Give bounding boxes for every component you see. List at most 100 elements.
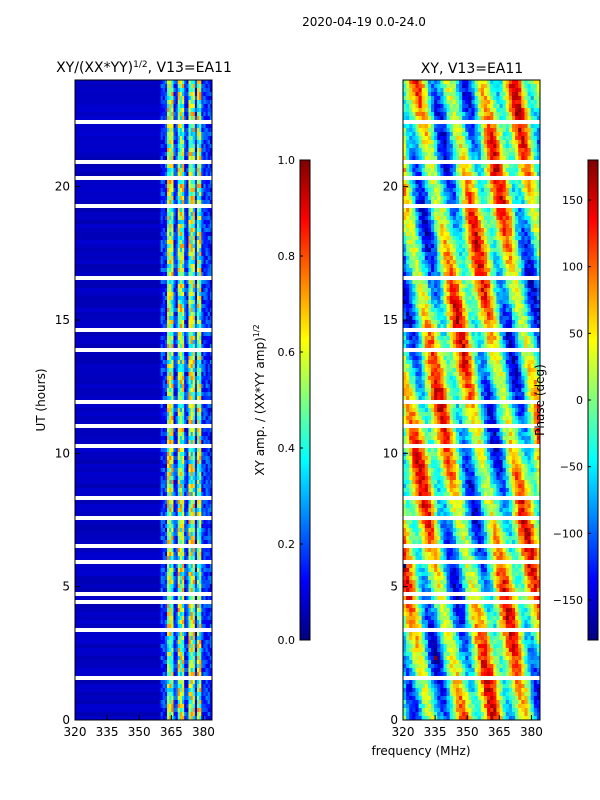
amp-cell bbox=[205, 436, 209, 441]
phase-cell bbox=[518, 116, 522, 121]
amp-cell bbox=[184, 372, 187, 377]
phase-cell bbox=[403, 164, 407, 169]
amp-cell bbox=[173, 428, 177, 433]
phase-cell bbox=[508, 140, 513, 145]
phase-cell bbox=[493, 140, 497, 145]
phase-cell bbox=[480, 196, 485, 201]
amp-cell bbox=[173, 640, 177, 645]
amp-cell bbox=[188, 228, 191, 233]
amp-cell bbox=[175, 428, 179, 433]
amp-cell bbox=[179, 312, 183, 317]
amp-cell bbox=[167, 180, 170, 185]
phase-cell bbox=[530, 80, 535, 85]
phase-cell bbox=[493, 168, 497, 173]
amp-cell bbox=[186, 232, 189, 237]
phase-cell bbox=[462, 212, 466, 217]
phase-cell bbox=[459, 128, 463, 133]
amp-cell bbox=[177, 484, 181, 489]
phase-cell bbox=[427, 116, 432, 121]
phase-cell bbox=[499, 184, 504, 189]
amp-cell bbox=[186, 360, 189, 365]
phase-cell bbox=[415, 124, 419, 129]
amp-cell bbox=[194, 568, 198, 573]
amp-cell bbox=[201, 368, 204, 373]
amp-cell bbox=[201, 80, 204, 85]
amp-cell bbox=[203, 492, 206, 497]
phase-cell bbox=[403, 196, 407, 201]
amp-cell bbox=[186, 128, 189, 133]
amp-cell bbox=[169, 492, 172, 497]
amp-cell bbox=[160, 476, 164, 481]
amp-cell bbox=[162, 648, 166, 653]
phase-cell bbox=[415, 188, 419, 193]
phase-cell bbox=[511, 124, 516, 129]
phase-cell bbox=[415, 164, 419, 169]
amp-cell bbox=[188, 492, 191, 497]
phase-cell bbox=[477, 140, 482, 145]
amp-cell bbox=[201, 700, 204, 705]
amp-cell bbox=[162, 640, 166, 645]
amp-cell bbox=[177, 456, 181, 461]
amp-cell bbox=[209, 388, 213, 393]
phase-cell bbox=[462, 140, 466, 145]
amp-cell bbox=[171, 112, 174, 117]
phase-cell bbox=[424, 220, 429, 225]
phase-cell bbox=[418, 192, 423, 197]
phase-panel-title: XY, V13=EA11 bbox=[421, 61, 523, 77]
amp-cell bbox=[188, 596, 191, 601]
amp-cell bbox=[194, 652, 198, 657]
amp-cell bbox=[167, 568, 170, 573]
amp-cell bbox=[201, 360, 204, 365]
amp-cell bbox=[184, 636, 187, 641]
phase-cell bbox=[471, 212, 476, 217]
amp-cell bbox=[179, 420, 183, 425]
amp-cell bbox=[203, 140, 206, 145]
amp-cell bbox=[171, 172, 174, 177]
amp-cell bbox=[205, 472, 209, 477]
amp-cell bbox=[203, 436, 206, 441]
amp-cell bbox=[171, 660, 174, 665]
amp-cell bbox=[177, 152, 181, 157]
phase-cell bbox=[524, 92, 528, 97]
amp-row bbox=[75, 296, 212, 301]
amp-cell bbox=[164, 408, 168, 413]
phase-cell bbox=[477, 92, 482, 97]
amp-cell bbox=[167, 356, 170, 361]
phase-cell bbox=[465, 192, 469, 197]
phase-cell bbox=[527, 188, 532, 193]
phase-cell bbox=[471, 196, 476, 201]
amp-cell bbox=[205, 604, 209, 609]
amp-cell bbox=[194, 352, 198, 357]
amp-cell bbox=[197, 488, 200, 493]
amp-cell bbox=[184, 448, 187, 453]
amp-cell bbox=[164, 88, 168, 93]
amp-cell bbox=[160, 280, 164, 285]
amp-cell bbox=[160, 396, 164, 401]
amp-row bbox=[75, 420, 212, 425]
amp-cell bbox=[171, 656, 174, 661]
phase-cell bbox=[524, 116, 528, 121]
amp-cell bbox=[171, 240, 174, 245]
amp-cell bbox=[160, 672, 164, 677]
phase-cell bbox=[536, 136, 541, 141]
amp-cell bbox=[164, 616, 168, 621]
phase-cell bbox=[533, 116, 538, 121]
amp-cell bbox=[164, 476, 168, 481]
amp-cell bbox=[201, 468, 204, 473]
amp-cell bbox=[186, 392, 189, 397]
amp-cell bbox=[173, 292, 177, 297]
amp-row bbox=[75, 540, 212, 545]
phase-cell bbox=[434, 124, 438, 129]
amp-row bbox=[75, 568, 212, 573]
phase-cell bbox=[415, 92, 419, 97]
amp-cell bbox=[188, 252, 191, 257]
phase-cell bbox=[418, 144, 423, 149]
amp-cell bbox=[179, 224, 183, 229]
amp-cell bbox=[164, 684, 168, 689]
phase-cell bbox=[490, 172, 494, 177]
phase-cell bbox=[521, 212, 525, 217]
amp-row bbox=[75, 308, 212, 313]
amp-cell bbox=[164, 680, 168, 685]
amp-cell bbox=[188, 456, 191, 461]
amp-cell bbox=[186, 484, 189, 489]
